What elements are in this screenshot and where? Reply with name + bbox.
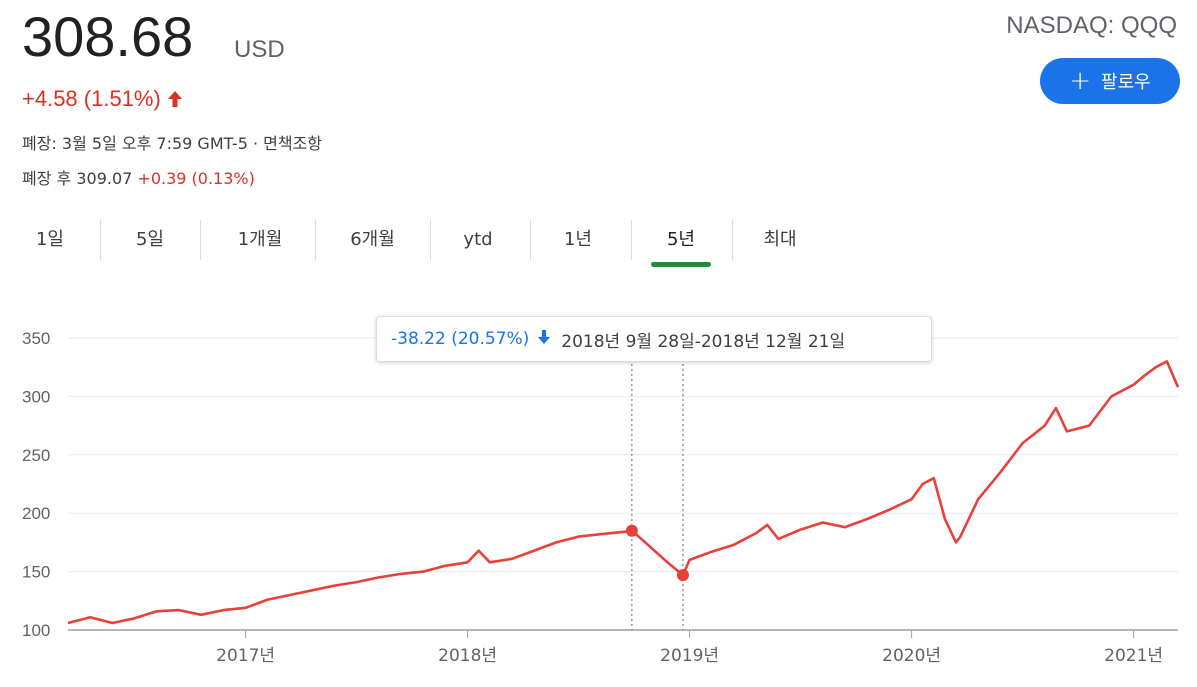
tab-divider [100,220,101,260]
x-tick-label: 2017년 [216,646,275,666]
active-tab-indicator [651,262,711,267]
tab-max[interactable]: 최대 [763,229,797,250]
x-tick-label: 2020년 [882,646,941,666]
follow-button[interactable]: + 팔로우 [1040,58,1180,104]
tab-1d[interactable]: 1일 [35,229,64,250]
x-tick-label: 2021년 [1104,646,1163,666]
tooltip-change: -38.22 (20.57%) [391,329,530,349]
tab-divider [315,220,316,260]
selection-guides [631,364,684,630]
plus-icon: + [1069,66,1092,96]
selection-marker [676,569,689,582]
range-tabs: 1일 5일 1개월 6개월 ytd 1년 5년 최대 [0,220,820,270]
series-line [67,360,1180,625]
tab-divider [732,220,733,260]
y-tick-label: 350 [22,329,50,348]
selection-tooltip: -38.22 (20.57%) 2018년 9월 28일-2018년 12월 2… [376,316,932,362]
chart-grid [68,337,1178,631]
selection-marker [625,524,638,537]
price-value: 308.68 [22,5,194,68]
after-hours-info: 폐장 후 309.07 +0.39 (0.13%) [22,165,255,189]
x-tick-label: 2019년 [660,646,719,666]
after-hours-price: 폐장 후 309.07 [22,169,133,188]
tooltip-date-range: 2018년 9월 28일-2018년 12월 21일 [561,331,846,352]
close-info: 폐장: 3월 5일 오후 7:59 GMT-5 · 면책조항 [22,134,323,153]
y-tick-label: 300 [22,387,50,406]
x-tick-label: 2018년 [438,646,497,666]
y-axis: 100 150 200 250 300 350 [22,329,50,640]
tab-5d[interactable]: 5일 [135,229,164,250]
price-change-value: +4.58 (1.51%) [22,86,161,111]
price-change: +4.58 (1.51%) [22,86,183,114]
y-tick-label: 250 [22,446,50,465]
tab-divider [530,220,531,260]
currency-label: USD [234,36,285,63]
tab-ytd[interactable]: ytd [463,229,493,250]
tab-5y[interactable]: 5년 [666,229,695,250]
selection-markers [625,524,689,582]
arrow-down-icon [537,329,551,350]
arrow-up-icon [167,88,183,114]
x-axis: 2017년 2018년 2019년 2020년 2021년 [216,630,1163,666]
follow-button-label: 팔로우 [1101,72,1151,93]
tab-divider [200,220,201,260]
y-tick-label: 100 [22,621,50,640]
y-tick-label: 150 [22,563,50,582]
after-hours-change: +0.39 (0.13%) [137,169,255,188]
ticker-symbol: NASDAQ: QQQ [1006,12,1177,39]
tab-divider [430,220,431,260]
tab-6m[interactable]: 6개월 [350,229,395,250]
tab-1y[interactable]: 1년 [563,229,592,250]
tab-divider [631,220,632,260]
tab-1m[interactable]: 1개월 [237,229,283,250]
y-tick-label: 200 [22,504,50,523]
